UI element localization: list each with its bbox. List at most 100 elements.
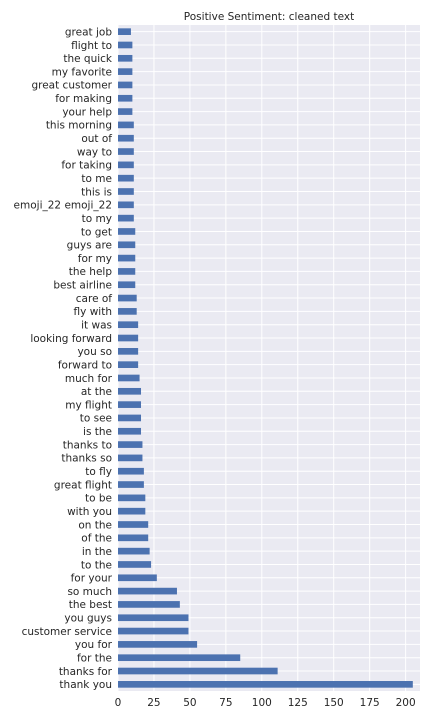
bar bbox=[118, 41, 133, 49]
category-label: in the bbox=[82, 546, 112, 558]
x-tick-label: 175 bbox=[360, 697, 380, 709]
bar bbox=[118, 561, 152, 568]
bar bbox=[118, 308, 137, 315]
category-label: looking forward bbox=[30, 333, 112, 345]
category-label: emoji_22 emoji_22 bbox=[14, 200, 112, 212]
bar bbox=[118, 441, 143, 448]
bar bbox=[118, 467, 144, 475]
category-label: at the bbox=[81, 386, 112, 398]
category-label: of the bbox=[81, 533, 112, 545]
x-tick-label: 125 bbox=[288, 697, 308, 709]
bar bbox=[118, 321, 139, 329]
chart-title: Positive Sentiment: cleaned text bbox=[184, 11, 354, 23]
bar bbox=[118, 348, 139, 355]
category-label: care of bbox=[76, 293, 113, 305]
bar bbox=[118, 174, 134, 182]
bar bbox=[118, 161, 134, 169]
x-tick-label: 0 bbox=[115, 697, 122, 709]
category-label: the best bbox=[69, 599, 112, 611]
x-tick-labels: 0 25 50 75 100 125 150 175 200 bbox=[115, 697, 416, 709]
category-label: to fly bbox=[85, 466, 112, 478]
category-label: great customer bbox=[31, 80, 112, 92]
category-label: to me bbox=[81, 173, 112, 185]
category-label: thanks for bbox=[59, 666, 113, 678]
category-label: way to bbox=[77, 146, 112, 158]
bar bbox=[118, 361, 139, 368]
bar bbox=[118, 148, 134, 155]
category-label: to get bbox=[81, 226, 112, 238]
category-label: out of bbox=[81, 133, 112, 145]
bar bbox=[118, 201, 134, 209]
x-tick-label: 200 bbox=[396, 697, 416, 709]
bar bbox=[118, 81, 133, 89]
bar bbox=[118, 94, 133, 102]
bar bbox=[118, 254, 136, 262]
category-label: thanks so bbox=[61, 453, 112, 465]
bar bbox=[118, 334, 139, 342]
bar bbox=[118, 614, 189, 622]
category-label: to my bbox=[82, 213, 112, 225]
category-label: on the bbox=[78, 519, 112, 531]
bar bbox=[118, 68, 133, 75]
bar bbox=[118, 481, 144, 488]
category-label: so much bbox=[67, 586, 112, 598]
category-label: much for bbox=[65, 373, 113, 385]
bar bbox=[118, 427, 142, 435]
x-tick-label: 150 bbox=[324, 697, 344, 709]
bar bbox=[118, 547, 150, 555]
category-label: guys are bbox=[67, 240, 112, 252]
x-tick-label: 100 bbox=[252, 697, 272, 709]
category-label: the help bbox=[69, 266, 113, 278]
category-label: this is bbox=[81, 186, 112, 198]
bar bbox=[118, 667, 278, 675]
category-label: the quick bbox=[63, 53, 113, 65]
bar bbox=[118, 401, 142, 408]
category-label: for the bbox=[77, 653, 112, 665]
bar bbox=[118, 108, 133, 115]
category-label: fly with bbox=[74, 306, 112, 318]
bar bbox=[118, 534, 149, 542]
bar bbox=[118, 294, 137, 302]
bar bbox=[118, 574, 157, 582]
bar bbox=[118, 414, 142, 422]
category-label: flight to bbox=[71, 40, 112, 52]
bar bbox=[118, 188, 134, 195]
category-label: it was bbox=[81, 320, 112, 332]
category-label: with you bbox=[67, 506, 112, 518]
category-label: my flight bbox=[65, 399, 112, 411]
category-label: to see bbox=[80, 413, 112, 425]
bar bbox=[118, 134, 134, 142]
bar bbox=[118, 601, 180, 608]
category-label: forward to bbox=[58, 359, 112, 371]
category-label: for taking bbox=[61, 160, 112, 172]
bar bbox=[118, 507, 146, 515]
bar bbox=[118, 228, 136, 235]
category-label: you guys bbox=[64, 613, 112, 625]
bar bbox=[118, 374, 140, 382]
bar bbox=[118, 654, 241, 662]
category-label: thank you bbox=[59, 679, 112, 691]
bar bbox=[118, 494, 146, 502]
category-label: to the bbox=[81, 559, 112, 571]
category-label: best airline bbox=[53, 280, 112, 292]
bar bbox=[118, 387, 142, 395]
category-label: thanks to bbox=[63, 439, 112, 451]
category-label: is the bbox=[83, 426, 112, 438]
category-label: your help bbox=[62, 106, 112, 118]
category-label: my favorite bbox=[52, 66, 112, 78]
bar bbox=[118, 54, 133, 62]
bar bbox=[118, 214, 134, 222]
category-label: great flight bbox=[54, 479, 112, 491]
bar bbox=[118, 681, 413, 688]
category-label: customer service bbox=[22, 626, 112, 638]
category-label: for your bbox=[71, 573, 113, 585]
x-tick-label: 75 bbox=[219, 697, 232, 709]
category-label: you so bbox=[77, 346, 112, 358]
bars-group bbox=[118, 28, 413, 688]
category-label: this morning bbox=[46, 120, 112, 132]
bar bbox=[118, 121, 134, 129]
category-label: for making bbox=[55, 93, 112, 105]
bar bbox=[118, 241, 136, 249]
